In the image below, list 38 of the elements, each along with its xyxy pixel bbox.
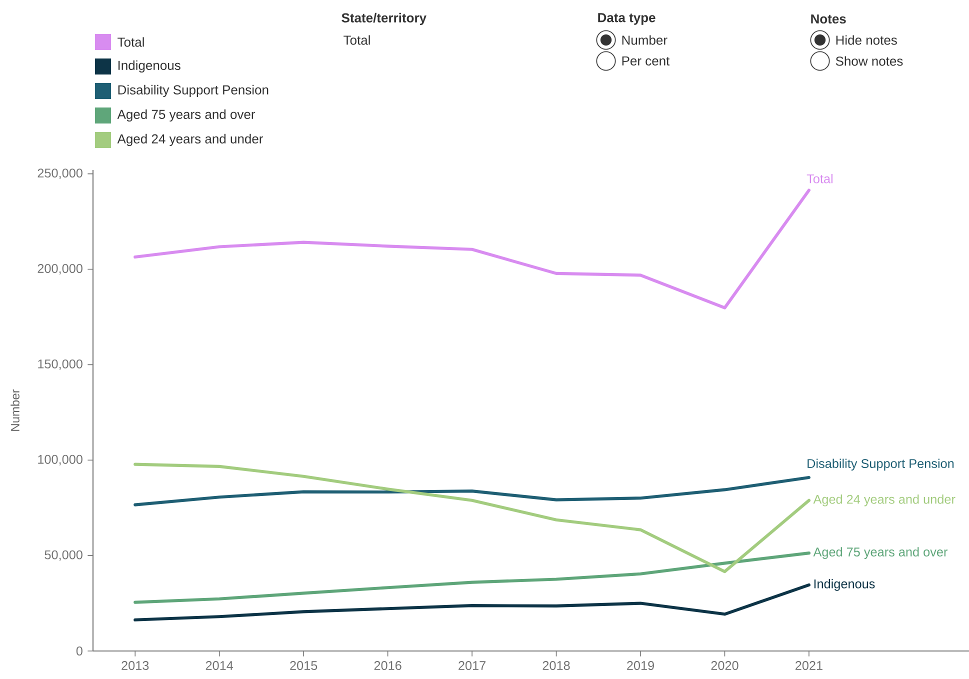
y-tick-label: 100,000 <box>38 454 82 466</box>
text: Notes <box>811 14 846 24</box>
text: Total <box>344 35 370 45</box>
x-tick-label: 2013 <box>122 661 149 670</box>
text: State/territory <box>342 12 426 26</box>
x-tick-label: 2019 <box>627 661 654 670</box>
x-tick-label: 2015 <box>290 661 318 670</box>
line-series <box>134 552 811 604</box>
x-tick-label: 2020 <box>711 661 738 670</box>
line-series <box>134 583 811 622</box>
text: Data type <box>598 13 656 25</box>
y-tick-label: 150,000 <box>38 359 82 370</box>
legend-label: Aged 75 years and over <box>117 109 256 122</box>
legend-label: Disability Support Pension <box>118 84 268 98</box>
x-tick-label: 2016 <box>374 661 402 670</box>
y-tick-label: 250,000 <box>38 168 82 180</box>
text: Disability Support Pension <box>808 458 954 471</box>
y-tick-label: 0 <box>76 646 82 656</box>
legend-label: Indigenous <box>118 60 180 73</box>
text: Total <box>806 174 832 184</box>
text: Indigenous <box>814 579 875 591</box>
legend-label: Total <box>118 37 144 47</box>
x-tick-label: 2021 <box>796 661 822 670</box>
line-series <box>134 476 811 506</box>
x-tick-label: 2014 <box>206 661 234 670</box>
text: Hide notes <box>836 35 897 45</box>
text: Per cent <box>622 56 670 66</box>
text: Aged 75 years and over <box>813 547 948 559</box>
y-tick-label: 200,000 <box>38 264 82 274</box>
legend-label: Aged 24 years and under <box>117 134 264 146</box>
line-series <box>134 188 811 310</box>
x-tick-label: 2017 <box>458 661 486 670</box>
x-tick-label: 2018 <box>542 661 570 670</box>
text: Show notes <box>836 56 903 66</box>
y-tick-label: 50,000 <box>44 550 82 561</box>
y-axis-title: Number <box>10 389 20 431</box>
text: Aged 24 years and under <box>813 494 956 506</box>
text: Number <box>622 35 668 45</box>
